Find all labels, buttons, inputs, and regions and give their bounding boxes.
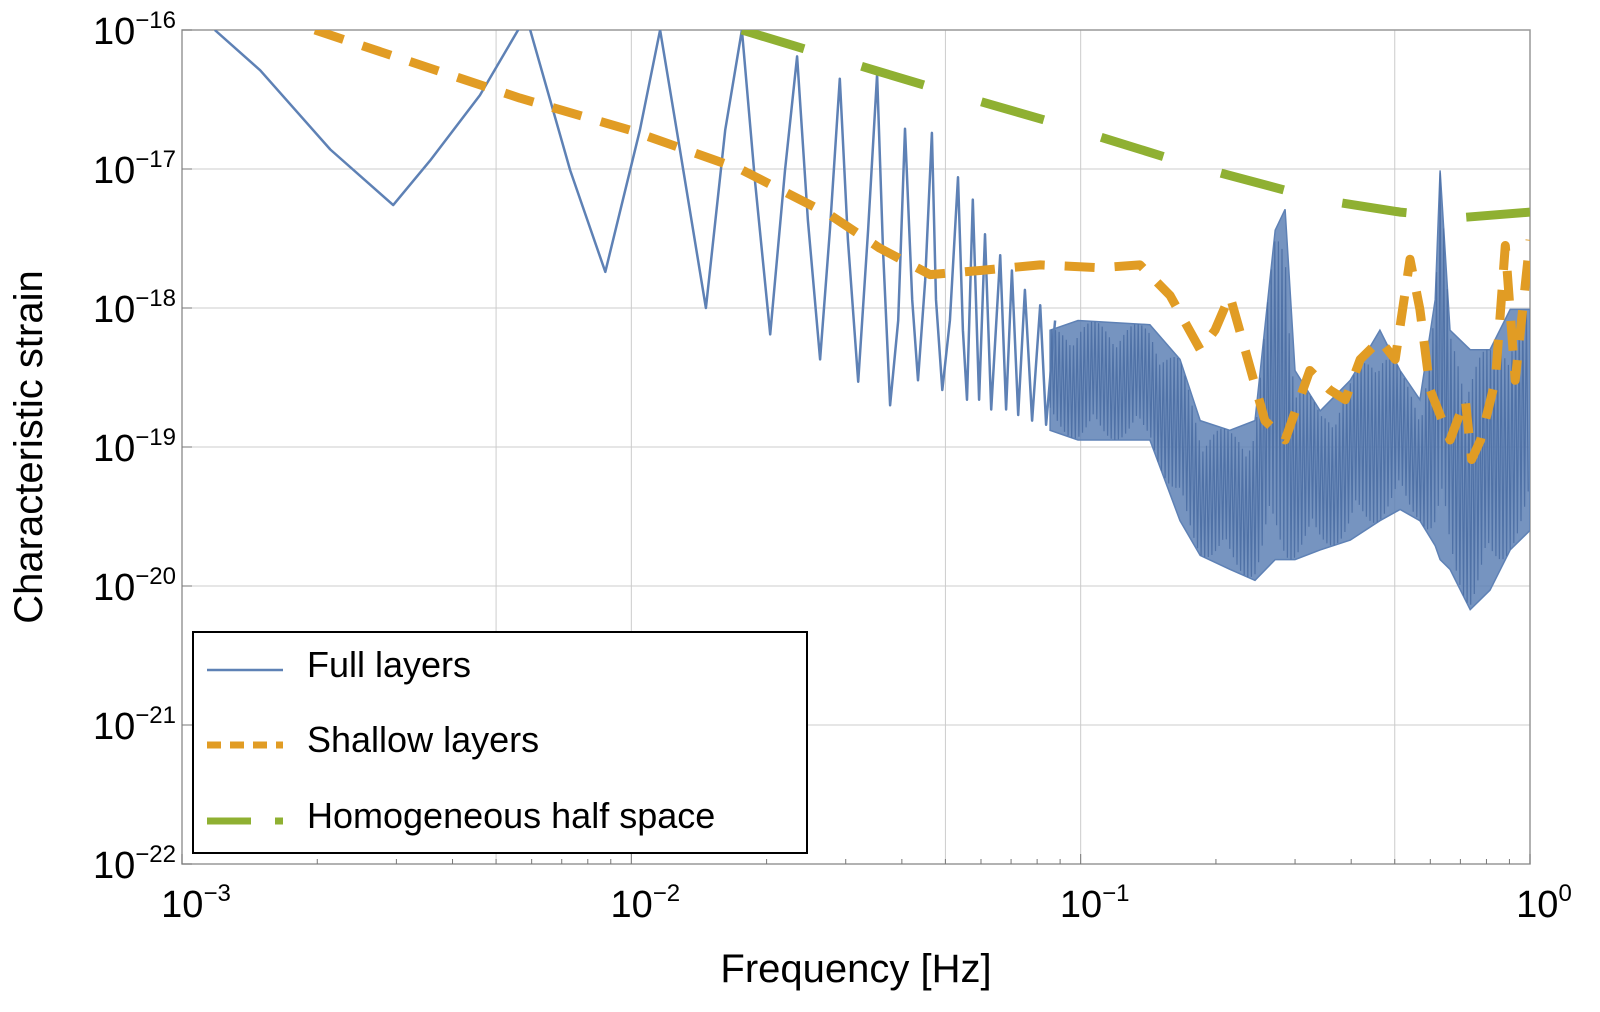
series-layer: [213, 30, 1530, 611]
x-axis-label: Frequency [Hz]: [720, 947, 991, 991]
legend-label-shallow-layers: Shallow layers: [307, 719, 539, 760]
x-tick-label: 10−3: [161, 880, 231, 926]
y-tick-label: 10−18: [93, 285, 176, 331]
x-tick-label: 10−1: [1060, 880, 1130, 926]
x-tick-label: 100: [1516, 880, 1572, 926]
ticks: 10−3 10−2 10−1 100 10−16 10−17 10−18 10−19 10−20…: [93, 7, 1572, 926]
y-tick-label: 10−21: [93, 702, 176, 748]
y-tick-label: 10−19: [93, 424, 176, 470]
y-tick-label: 10−22: [93, 841, 176, 887]
series-shallow-layers-line: [313, 30, 1530, 464]
legend-label-full-layers: Full layers: [307, 644, 471, 685]
y-tick-label: 10−16: [93, 7, 176, 53]
series-homogeneous-line: [740, 30, 1530, 223]
y-tick-label: 10−20: [93, 563, 176, 609]
x-tick-label: 10−2: [611, 880, 681, 926]
legend-box: [192, 631, 808, 854]
y-tick-label: 10−17: [93, 146, 176, 192]
series-full-layers-oscillation: [1049, 172, 1529, 605]
legend: Full layers Shallow layers Homogeneous h…: [192, 631, 808, 854]
legend-label-homogeneous: Homogeneous half space: [307, 795, 715, 836]
series-full-layers-line: [213, 30, 1057, 427]
y-axis-label: Characteristic strain: [7, 270, 51, 623]
